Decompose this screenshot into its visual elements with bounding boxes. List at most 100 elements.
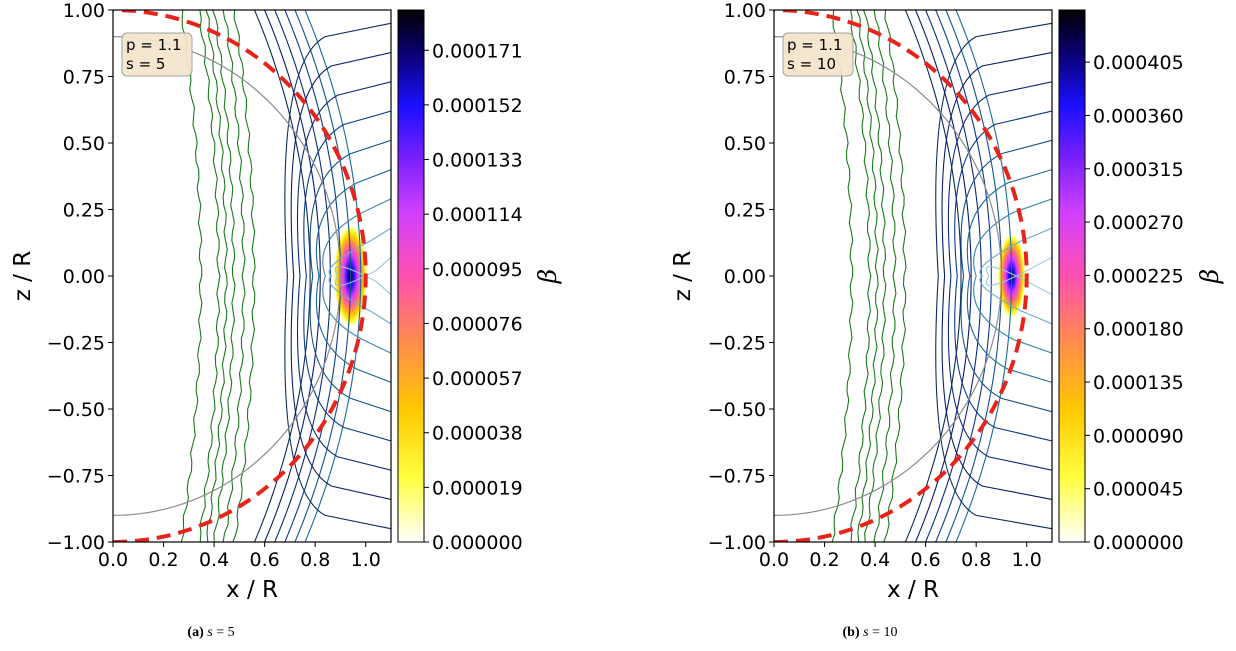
- contour-line: [831, 10, 854, 542]
- field-line: [322, 198, 391, 354]
- colorbar-tick-label: 0.000135: [1093, 372, 1184, 394]
- caption-value: 5: [228, 625, 235, 640]
- field-line: [985, 256, 1052, 296]
- caption-tag: (b): [843, 625, 860, 640]
- info-line-1: p = 1.1: [787, 36, 842, 54]
- x-axis-label: x / R: [226, 577, 278, 603]
- x-tick-label: 0.2: [809, 549, 839, 571]
- y-tick-label: 0.25: [63, 200, 105, 222]
- y-tick-label: −1.00: [708, 532, 766, 554]
- field-line: [954, 110, 1052, 442]
- colorbar-tick-label: 0.000019: [432, 477, 523, 499]
- field-line: [966, 169, 1052, 383]
- colorbar-tick-label: 0.000152: [432, 95, 523, 117]
- y-tick-label: 0.75: [63, 67, 105, 89]
- y-tick-label: −0.25: [708, 333, 766, 355]
- x-axis-label: x / R: [887, 577, 939, 603]
- info-box: [121, 32, 193, 77]
- reference-circle: [774, 10, 1029, 542]
- field-line: [309, 139, 391, 413]
- contour-line: [294, 10, 352, 542]
- y-tick-label: 1.00: [724, 0, 766, 22]
- contour-line: [232, 10, 256, 542]
- field-line: [941, 52, 1052, 500]
- field-line: [284, 22, 391, 530]
- colorbar-tick-label: 0.000315: [1093, 159, 1184, 181]
- field-line: [315, 169, 391, 383]
- colorbar-tick-label: 0.000057: [432, 368, 523, 390]
- x-tick-label: 0.2: [148, 549, 178, 571]
- x-tick-label: 1.0: [1012, 549, 1042, 571]
- field-line: [303, 110, 391, 442]
- y-tick-label: −0.75: [708, 466, 766, 488]
- field-line: [947, 81, 1052, 471]
- panel-a: 0.0 0.2 0.4 0.6 0.8 1.0 1.00 0.75 0.50 0.25 0.00 −0…: [10, 0, 562, 640]
- colorbar-tick-label: 0.000038: [432, 423, 523, 445]
- colorbar-tick-label: 0.000090: [1093, 425, 1184, 447]
- reference-circle: [113, 10, 368, 542]
- field-line: [935, 22, 1052, 530]
- caption-variable: s: [207, 625, 213, 640]
- colorbar-tick-label: 0.000225: [1093, 265, 1184, 287]
- field-line: [960, 139, 1052, 413]
- colorbar-tick-label: 0.000171: [432, 40, 523, 62]
- field-line: [328, 227, 391, 325]
- colorbar-label: β: [1195, 269, 1224, 284]
- colorbar-tick-label: 0.000360: [1093, 105, 1184, 127]
- contour-line: [304, 10, 362, 542]
- contour-line: [199, 10, 221, 542]
- x-tick-label: 0.6: [911, 549, 941, 571]
- plot-area: 0.0 0.2 0.4 0.6 0.8 1.0 1.00 0.75 0.50 0.25 0.00 −0…: [670, 0, 1053, 603]
- x-tick-label: 0.0: [759, 549, 789, 571]
- contour-line: [873, 10, 897, 542]
- field-line: [334, 256, 391, 296]
- contour-line: [222, 10, 246, 542]
- y-tick-label: −1.00: [47, 532, 105, 554]
- y-tick-label: 0.75: [724, 67, 766, 89]
- panel-b: 0.0 0.2 0.4 0.6 0.8 1.0 1.00 0.75 0.50 0.25 0.00 −0…: [670, 0, 1224, 640]
- contour-line: [856, 10, 879, 542]
- colorbar-tick-label: 0.000270: [1093, 212, 1184, 234]
- contour-line: [883, 10, 907, 542]
- y-axis-label: z / R: [670, 251, 696, 301]
- y-tick-label: 0.50: [63, 133, 105, 155]
- contour-line: [862, 10, 887, 542]
- field-line: [979, 227, 1052, 325]
- y-tick-label: 0.00: [724, 266, 766, 288]
- x-tick-label: 0.8: [300, 549, 330, 571]
- y-tick-label: −0.25: [47, 333, 105, 355]
- colorbar-gradient: [1058, 9, 1086, 543]
- caption-variable: s: [863, 625, 869, 640]
- y-tick-label: 0.00: [63, 266, 105, 288]
- contour-line: [180, 10, 203, 542]
- y-tick-label: 0.50: [724, 133, 766, 155]
- colorbar-tick-label: 0.000000: [432, 532, 523, 554]
- colorbar-tick-label: 0.000076: [432, 313, 523, 335]
- colorbar: 0.000405 0.000360 0.000315 0.000270 0.000225…: [1058, 9, 1224, 554]
- caption-relation: =: [869, 625, 884, 640]
- contour-line: [850, 10, 872, 542]
- contour-line: [253, 10, 311, 542]
- contour-line: [914, 10, 972, 542]
- colorbar-label: β: [533, 269, 562, 284]
- contour-line: [935, 10, 992, 542]
- field-line: [290, 52, 391, 500]
- caption-a: (a) s = 5: [187, 625, 234, 640]
- colorbar-tick-label: 0.000000: [1093, 532, 1184, 554]
- colorbar-tick-label: 0.000114: [432, 204, 523, 226]
- caption-value: 10: [883, 625, 897, 640]
- inner-circle: [774, 36, 1003, 516]
- x-tick-label: 0.8: [961, 549, 991, 571]
- colorbar-tick-label: 0.000045: [1093, 479, 1184, 501]
- colorbar: 0.000171 0.000152 0.000133 0.000114 0.000095…: [397, 9, 562, 554]
- y-tick-label: 0.25: [724, 200, 766, 222]
- plot-content: [774, 10, 1052, 542]
- x-tick-label: 1.0: [351, 549, 381, 571]
- info-box: [782, 32, 854, 77]
- x-tick-label: 0.0: [98, 549, 128, 571]
- y-tick-label: −0.75: [47, 466, 105, 488]
- contour-line: [904, 10, 962, 542]
- info-line-2: s = 10: [787, 55, 836, 73]
- x-tick-label: 0.4: [199, 549, 229, 571]
